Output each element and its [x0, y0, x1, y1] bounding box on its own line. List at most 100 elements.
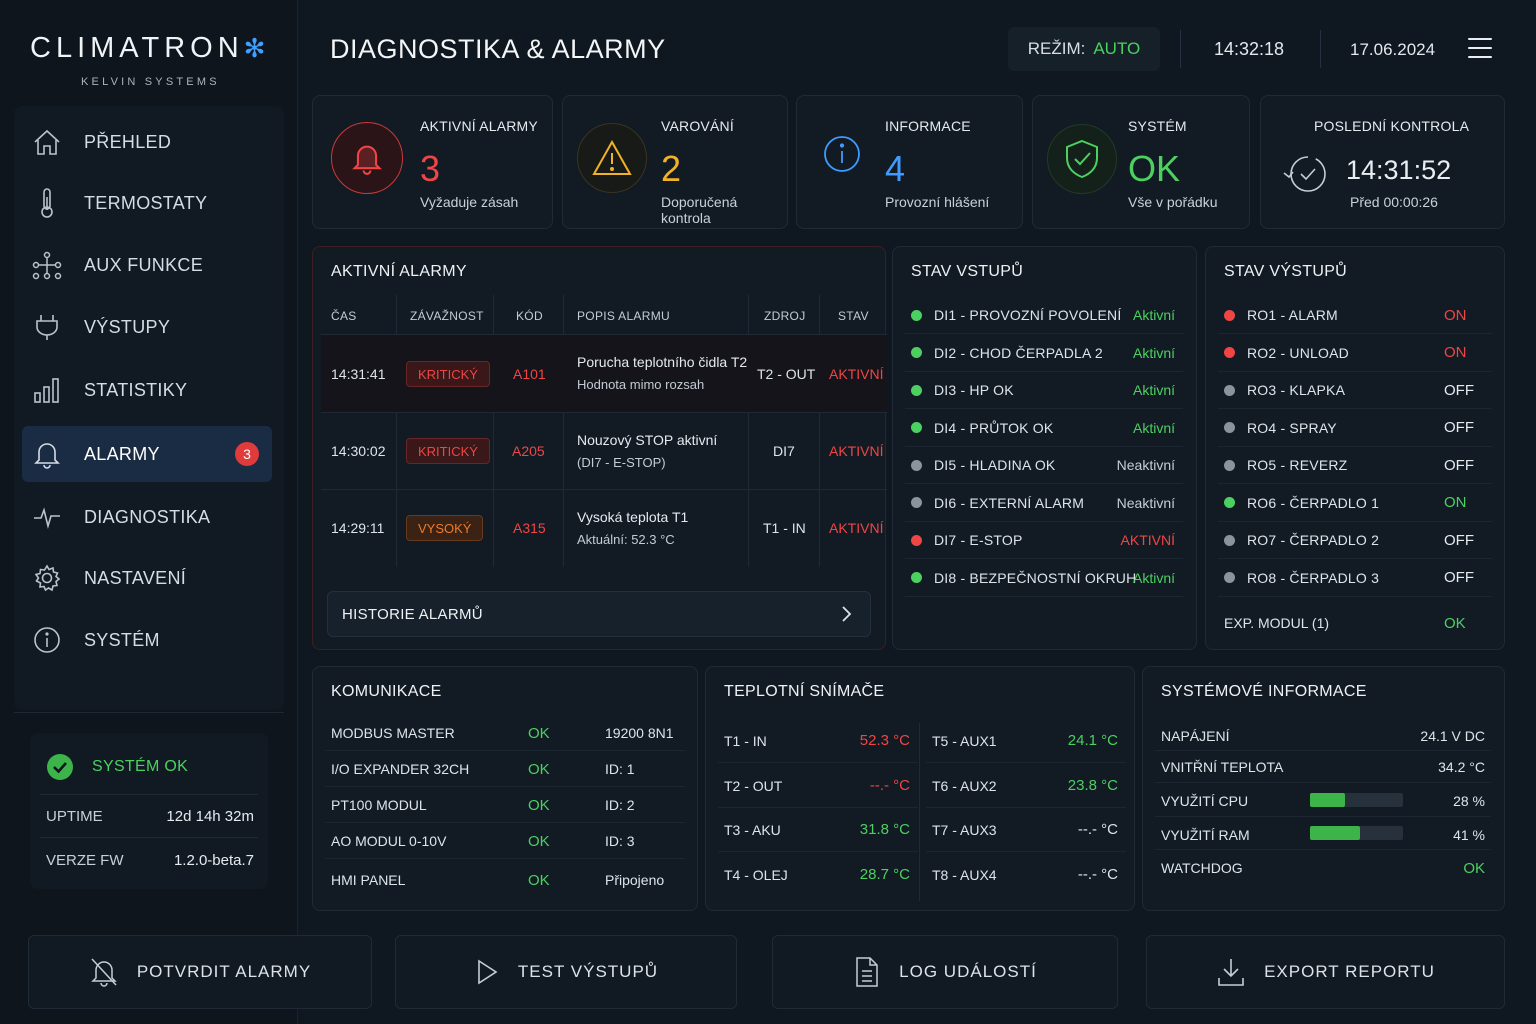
- comm-row: PT100 MODUL OK ID: 2: [325, 787, 685, 823]
- alarm-source: T1 - IN: [763, 520, 806, 536]
- output-row[interactable]: RO5 - REVERZ OFF: [1218, 447, 1492, 484]
- cpu-label: VYUŽITÍ CPU: [1161, 793, 1249, 809]
- alarm-time: 14:31:41: [331, 366, 386, 382]
- ram-usage-bar: [1310, 826, 1403, 840]
- watchdog-status: OK: [1463, 860, 1485, 877]
- output-row[interactable]: RO8 - ČERPADLO 3 OFF: [1218, 560, 1492, 597]
- nav-item-termostaty[interactable]: TERMOSTATY: [22, 175, 272, 231]
- column-header: ČAS: [331, 309, 357, 323]
- output-row[interactable]: RO1 - ALARM ON: [1218, 297, 1492, 334]
- button-label: LOG UDÁLOSTÍ: [899, 962, 1037, 981]
- nav-item-alarmy[interactable]: ALARMY 3: [22, 426, 272, 482]
- divider: [919, 723, 920, 901]
- nav-label: NASTAVENÍ: [84, 567, 187, 588]
- pulse-icon: [25, 501, 69, 533]
- internal-temp-value: 34.2 °C: [1438, 759, 1485, 775]
- button-label: TEST VÝSTUPŮ: [517, 962, 659, 981]
- section-title: STAV VSTUPŮ: [911, 263, 1024, 280]
- output-row[interactable]: RO2 - UNLOAD ON: [1218, 335, 1492, 372]
- input-state: Aktivní: [1132, 344, 1175, 361]
- input-state: AKTIVNÍ: [1120, 532, 1175, 548]
- output-state: OFF: [1444, 531, 1474, 549]
- divider: [1180, 30, 1181, 68]
- output-row[interactable]: RO4 - SPRAY OFF: [1218, 410, 1492, 447]
- event-log-button[interactable]: LOG UDÁLOSTÍ: [772, 935, 1118, 1009]
- status-dot: [1224, 572, 1235, 583]
- thermometer-icon: [25, 187, 69, 219]
- alarm-time: 14:30:02: [331, 443, 386, 459]
- status-dot: [911, 347, 922, 358]
- alarm-source: DI7: [773, 443, 795, 459]
- stat-card-active-alarms[interactable]: AKTIVNÍ ALARMY 3 Vyžaduje zásah: [312, 95, 553, 229]
- table-row[interactable]: 14:31:41 KRITICKÝ A101 Porucha teplotníh…: [321, 334, 887, 412]
- brand-logo: CLIMATRON✻: [30, 32, 265, 65]
- status-dot: [1224, 534, 1235, 546]
- sensor-value: --.- °C: [869, 776, 910, 794]
- column-header: KÓD: [516, 309, 543, 323]
- sensor-name: T1 - IN: [724, 733, 767, 749]
- column-header: ZÁVAŽNOST: [410, 309, 484, 323]
- table-row[interactable]: 14:30:02 KRITICKÝ A205 Nouzový STOP akti…: [321, 412, 887, 489]
- nav-item-vystupy[interactable]: VÝSTUPY: [22, 299, 272, 355]
- input-name: DI1 - PROVOZNÍ POVOLENÍ: [934, 307, 1122, 323]
- output-name: RO2 - UNLOAD: [1247, 344, 1349, 361]
- output-state: ON: [1444, 306, 1467, 324]
- input-state: Neaktivní: [1116, 494, 1175, 511]
- stat-subtitle: Vyžaduje zásah: [420, 194, 519, 210]
- sensor-name: T5 - AUX1: [932, 733, 997, 749]
- output-name: RO1 - ALARM: [1247, 307, 1338, 323]
- output-row[interactable]: RO3 - KLAPKA OFF: [1218, 372, 1492, 409]
- temp-sensor-row: T8 - AUX4 --.- °C: [926, 853, 1126, 897]
- test-outputs-button[interactable]: TEST VÝSTUPŮ: [395, 935, 737, 1009]
- mode-indicator[interactable]: REŽIM: AUTO: [1008, 27, 1160, 71]
- output-name: RO4 - SPRAY: [1247, 419, 1337, 436]
- column-header: STAV: [838, 309, 869, 323]
- sensor-value: 52.3 °C: [859, 732, 910, 749]
- section-title: AKTIVNÍ ALARMY: [331, 263, 467, 280]
- device-status: OK: [528, 833, 550, 850]
- nav-item-system[interactable]: SYSTÉM: [22, 612, 272, 668]
- nav-item-aux-funkce[interactable]: AUX FUNKCE: [22, 237, 272, 293]
- system-ok-indicator: SYSTÉM OK: [46, 753, 188, 781]
- stat-value: 4: [885, 148, 906, 189]
- stat-card-system[interactable]: SYSTÉM OK Vše v pořádku: [1032, 95, 1250, 229]
- sensor-name: T3 - AKU: [724, 822, 781, 838]
- status-dot: [911, 384, 922, 396]
- last-check-ago: Před 00:00:26: [1350, 194, 1438, 210]
- device-status: OK: [528, 797, 550, 814]
- uptime-label: UPTIME: [46, 808, 103, 825]
- cpu-usage-fill: [1310, 793, 1346, 807]
- nav-label: STATISTIKY: [84, 379, 188, 400]
- temp-sensor-row: T3 - AKU 31.8 °C: [718, 808, 918, 852]
- nav-item-diagnostika[interactable]: DIAGNOSTIKA: [22, 489, 272, 545]
- device-name: AO MODUL 0-10V: [331, 833, 447, 849]
- output-state: ON: [1444, 344, 1467, 361]
- alarm-bell-icon: [331, 122, 403, 194]
- table-row[interactable]: 14:29:11 VYSOKÝ A315 Vysoká teplota T1 A…: [321, 489, 887, 567]
- divider: [748, 295, 749, 567]
- alarm-description: Nouzový STOP aktivní: [577, 432, 718, 448]
- export-report-button[interactable]: EXPORT REPORTU: [1146, 935, 1505, 1009]
- temp-sensor-row: T5 - AUX1 24.1 °C: [926, 719, 1126, 763]
- comm-row: MODBUS MASTER OK 19200 8N1: [325, 715, 685, 751]
- temp-sensor-row: T1 - IN 52.3 °C: [718, 719, 918, 763]
- sensor-value: --.- °C: [1077, 821, 1118, 838]
- hamburger-menu-icon[interactable]: [1468, 38, 1492, 60]
- alarm-history-button[interactable]: HISTORIE ALARMŮ: [327, 591, 871, 637]
- temperature-panel: TEPLOTNÍ SNÍMAČE T1 - IN 52.3 °C T2 - OUT -…: [705, 666, 1135, 911]
- acknowledge-alarms-button[interactable]: POTVRDIT ALARMY: [28, 935, 372, 1009]
- home-icon: [25, 126, 69, 158]
- nav-item-prehled[interactable]: PŘEHLED: [22, 114, 272, 170]
- nav-item-nastaveni[interactable]: NASTAVENÍ: [22, 550, 272, 606]
- output-row[interactable]: RO6 - ČERPADLO 1 ON: [1218, 485, 1492, 522]
- nav-label: VÝSTUPY: [84, 316, 171, 337]
- sensor-name: T8 - AUX4: [932, 866, 997, 883]
- nav-item-statistiky[interactable]: STATISTIKY: [22, 362, 272, 418]
- output-row[interactable]: RO7 - ČERPADLO 2 OFF: [1218, 522, 1492, 559]
- firmware-value: 1.2.0-beta.7: [173, 852, 254, 869]
- input-row: DI6 - EXTERNÍ ALARM Neaktivní: [905, 485, 1183, 522]
- power-value: 24.1 V DC: [1420, 728, 1485, 744]
- input-state: Aktivní: [1132, 569, 1175, 586]
- stat-card-info[interactable]: INFORMACE 4 Provozní hlášení: [796, 95, 1023, 229]
- stat-card-warnings[interactable]: VAROVÁNÍ 2 Doporučená kontrola: [562, 95, 788, 229]
